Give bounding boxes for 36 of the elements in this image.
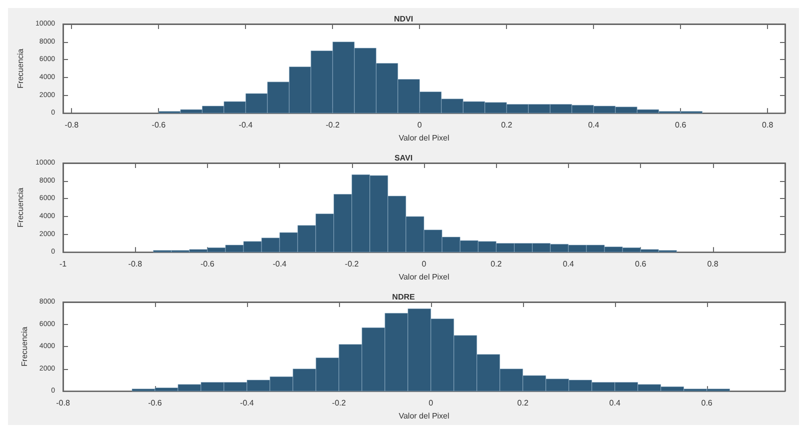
x-tick-label: -0.2 xyxy=(332,398,346,408)
x-tick-label: -0.6 xyxy=(152,120,166,130)
x-tick-label: -0.8 xyxy=(64,120,80,130)
x-tick-label: 0.4 xyxy=(609,398,621,408)
chart-title: SAVI xyxy=(394,154,413,162)
x-tick-label: 0.2 xyxy=(517,398,529,408)
x-tick-label: 0.4 xyxy=(562,260,575,269)
x-tick-label: -1 xyxy=(59,260,68,269)
chart-title: NDRE xyxy=(392,292,416,302)
x-tick-label: -0.6 xyxy=(200,260,215,269)
x-tick-label: -0.2 xyxy=(344,260,360,269)
x-tick-label: 0 xyxy=(428,398,434,408)
chart-title: NDVI xyxy=(394,14,414,24)
x-tick-label: -0.8 xyxy=(56,398,70,408)
x-tick-label: -0.4 xyxy=(238,120,254,130)
x-tick-label: 0.8 xyxy=(707,260,719,269)
x-tick-label: -0.4 xyxy=(240,398,254,408)
x-tick-label: -0.8 xyxy=(128,260,143,269)
x-tick-label: -0.4 xyxy=(272,260,288,269)
x-axis-title: Valor del Pixel xyxy=(398,272,450,282)
x-tick-label: 0.8 xyxy=(762,120,774,130)
x-tick-label: -0.6 xyxy=(148,398,162,408)
x-tick-label: 0.6 xyxy=(701,398,713,408)
y-axis-title: Frecuencia xyxy=(16,48,26,88)
x-axis-title: Valor del Pixel xyxy=(398,134,450,142)
x-tick-label: -0.2 xyxy=(326,120,340,130)
x-tick-label: 0.4 xyxy=(588,120,600,130)
x-axis-title: Valor del Pixel xyxy=(398,412,450,420)
x-tick-label: 0 xyxy=(417,120,422,130)
x-tick-label: 0.2 xyxy=(501,120,513,130)
x-tick-label: 0.6 xyxy=(675,120,687,130)
x-tick-label: 0.6 xyxy=(635,260,647,269)
x-tick-label: 0.2 xyxy=(490,260,502,269)
y-axis-title: Frecuencia xyxy=(16,187,26,228)
y-axis-title: Frecuencia xyxy=(20,326,30,366)
x-tick-label: 0 xyxy=(422,260,427,269)
